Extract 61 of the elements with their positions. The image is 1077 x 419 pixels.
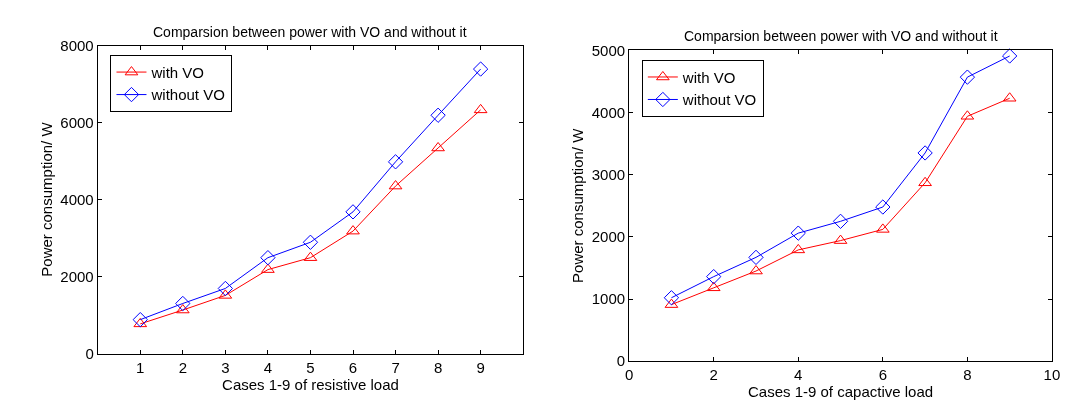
x-tick-label: 1 xyxy=(136,358,145,376)
point xyxy=(663,290,680,306)
y-tick-label: 3000 xyxy=(591,165,626,183)
point xyxy=(302,234,319,250)
point xyxy=(472,61,489,77)
x-tick-label: 9 xyxy=(476,358,485,376)
point xyxy=(748,249,764,266)
x-tick-label: 3 xyxy=(221,358,230,376)
x-axis-title: Cases 1-9 of resistive load xyxy=(222,375,399,393)
legend-label: without VO xyxy=(150,86,225,104)
point xyxy=(346,225,360,235)
point xyxy=(917,145,933,161)
y-tick-label: 5000 xyxy=(591,41,626,59)
point xyxy=(345,204,361,220)
x-tick-label: 5 xyxy=(306,358,315,376)
point xyxy=(706,281,721,292)
x-tick-label: 2 xyxy=(709,366,718,384)
x-tick-label: 8 xyxy=(433,358,443,376)
y-tick-label: 0 xyxy=(85,344,94,362)
x-tick-label: 6 xyxy=(878,366,888,384)
x-tick-label: 6 xyxy=(348,358,358,376)
point xyxy=(431,141,445,152)
point xyxy=(959,69,976,85)
x-tick-label: 2 xyxy=(178,358,187,376)
point xyxy=(791,243,806,254)
point xyxy=(175,295,191,312)
point xyxy=(260,250,276,266)
point xyxy=(430,107,446,123)
point xyxy=(133,317,148,328)
legend-label: without VO xyxy=(681,91,757,109)
y-tick-label: 2000 xyxy=(591,228,626,246)
x-tick-label: 4 xyxy=(794,366,803,384)
point xyxy=(918,176,932,187)
point xyxy=(790,225,806,241)
legend-label: with VO xyxy=(681,68,736,86)
y-tick-label: 6000 xyxy=(60,113,94,131)
point xyxy=(1002,48,1018,64)
x-axis-title: Cases 1-9 of capactive load xyxy=(748,383,934,401)
y-tick-label: 4000 xyxy=(60,190,94,208)
x-tick-label: 4 xyxy=(263,358,273,376)
chart-title: Comparsion between power with VO and without it xyxy=(684,28,998,44)
y-tick-label: 8000 xyxy=(60,36,94,54)
point xyxy=(387,154,404,170)
point xyxy=(473,103,488,114)
point xyxy=(706,268,722,285)
y-axis-title: Power consumption/ W xyxy=(37,121,55,277)
point xyxy=(261,263,275,273)
chart-title: Comparsion between power with VO and without it xyxy=(153,24,467,40)
y-tick-label: 2000 xyxy=(60,267,94,285)
y-axis-title: Power consumption/ W xyxy=(569,127,587,283)
x-tick-label: 10 xyxy=(1043,366,1061,384)
legend-label: with VO xyxy=(150,63,204,81)
point xyxy=(132,311,148,328)
point xyxy=(875,199,891,215)
point xyxy=(749,265,763,275)
x-tick-label: 8 xyxy=(963,366,972,384)
y-tick-label: 4000 xyxy=(591,103,626,121)
point xyxy=(832,213,849,229)
y-tick-label: 1000 xyxy=(591,290,626,308)
x-tick-label: 7 xyxy=(391,358,400,376)
point xyxy=(217,280,234,297)
